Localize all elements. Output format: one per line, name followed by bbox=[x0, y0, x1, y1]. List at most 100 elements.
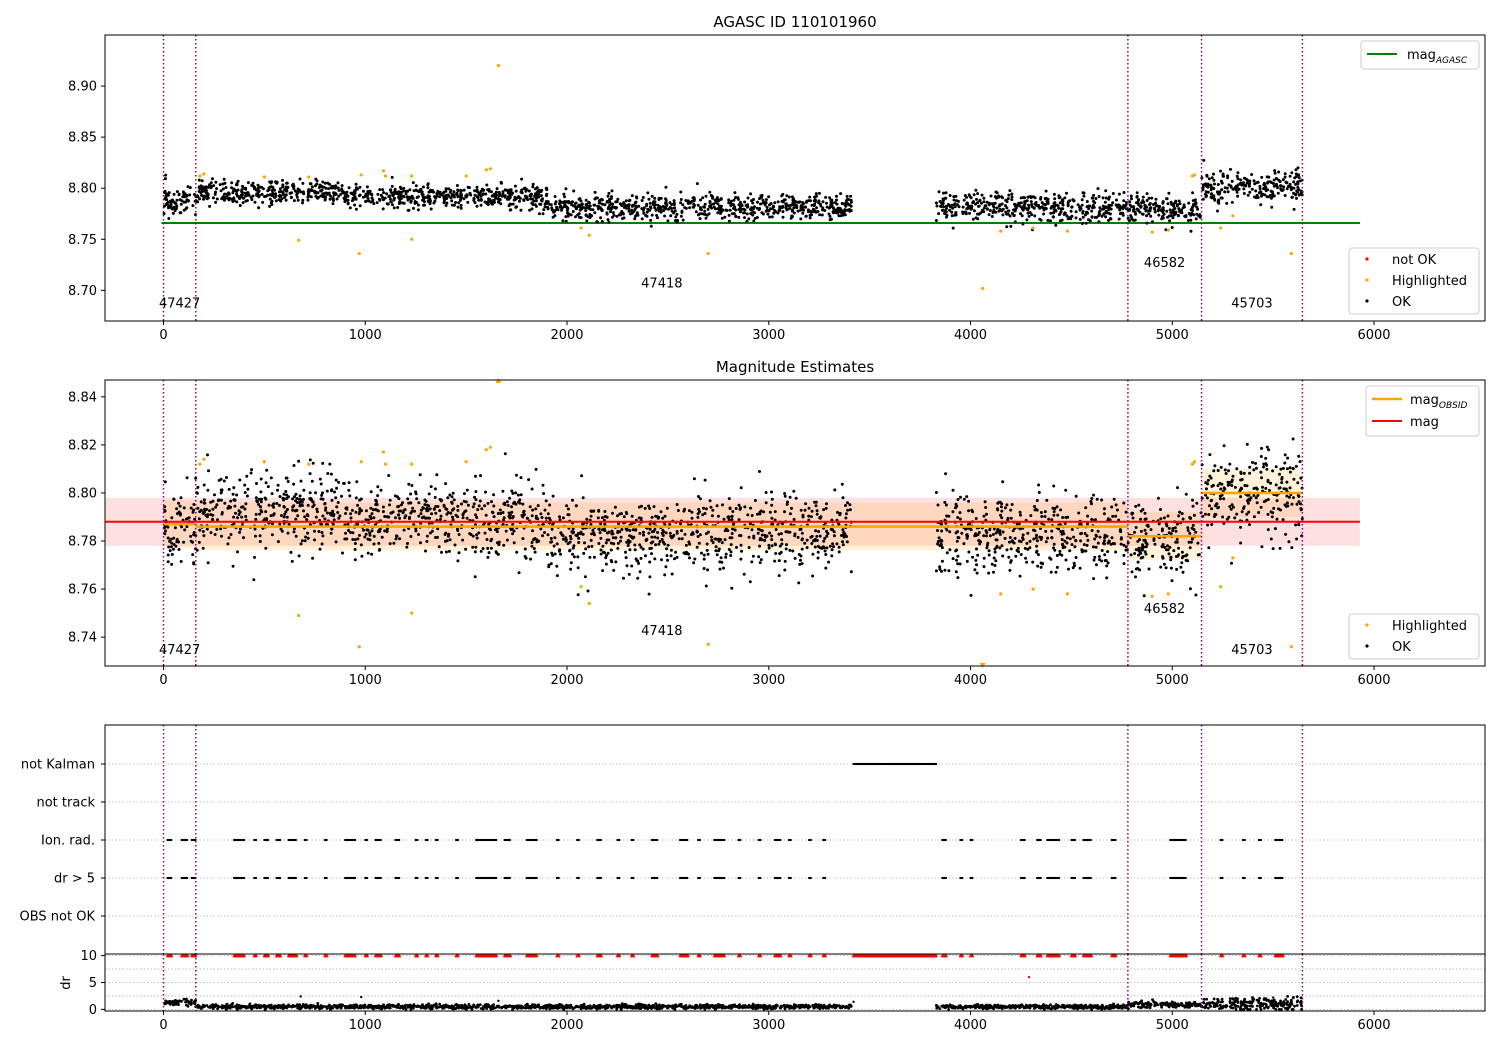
panel2-ok-point bbox=[1222, 497, 1226, 501]
panel1-ok-point bbox=[561, 219, 565, 223]
panel1-ok-point bbox=[328, 197, 332, 201]
panel2-ok-point bbox=[585, 517, 589, 521]
panel1-ok-point bbox=[669, 206, 673, 210]
panel2-ok-point bbox=[1047, 517, 1051, 521]
panel1-ok-point bbox=[611, 211, 615, 215]
panel2-ok-point bbox=[1032, 528, 1035, 532]
panel2-ok-point bbox=[1094, 545, 1098, 549]
panel2-ok-point bbox=[589, 514, 593, 518]
panel1-ok-point bbox=[556, 208, 560, 212]
panel2-ok-point bbox=[1210, 507, 1214, 511]
panel1-ok-point bbox=[532, 199, 536, 203]
panel2-ok-point bbox=[810, 542, 814, 545]
panel1-ok-point bbox=[844, 204, 848, 208]
panel1-legend-lower: not OK Highlighted OK bbox=[1348, 247, 1480, 315]
panel2-ok-point bbox=[508, 496, 512, 500]
panel1-ok-point bbox=[1176, 213, 1180, 217]
panel2-ok-point bbox=[334, 540, 338, 544]
panel1-ok-point bbox=[1040, 201, 1044, 205]
panel2-ok-point bbox=[1065, 541, 1069, 545]
panel2-ok-point bbox=[602, 550, 605, 554]
panel1-ok-point bbox=[452, 190, 456, 194]
panel2-highlighted-point bbox=[484, 448, 488, 452]
panel1-ok-point bbox=[642, 206, 646, 210]
panel1-ok-point bbox=[422, 200, 426, 204]
panel2-ok-point bbox=[318, 477, 322, 481]
panel1-ytick-label-8.7: 8.70 bbox=[68, 284, 97, 299]
panel1-ok-point bbox=[433, 195, 437, 199]
panel2-ok-point bbox=[731, 527, 735, 531]
panel1-ok-point bbox=[1028, 211, 1032, 215]
panel1-ok-point bbox=[444, 187, 448, 191]
panel2-ok-point bbox=[1231, 474, 1235, 478]
panel2-ok-point bbox=[1187, 540, 1191, 544]
panel2-ok-point bbox=[1254, 461, 1257, 465]
panel1-ok-point bbox=[1010, 195, 1014, 199]
panel1-ok-point bbox=[749, 212, 753, 216]
panel1-highlighted-point bbox=[307, 175, 311, 179]
panel2-ok-point bbox=[777, 574, 781, 578]
panel1-ok-point bbox=[214, 190, 217, 194]
panel2-ok-point bbox=[1278, 472, 1281, 476]
panel1-highlighted-point bbox=[579, 226, 583, 230]
panel1-ok-point bbox=[1179, 210, 1183, 214]
panel2-ok-point bbox=[479, 549, 483, 553]
panel1-ok-point bbox=[285, 181, 289, 185]
panel2-ok-point bbox=[254, 534, 257, 538]
panel1-ok-point bbox=[976, 201, 980, 205]
panel1-ok-point bbox=[1104, 211, 1108, 215]
panel1-ok-point bbox=[948, 194, 952, 197]
panel1-ok-point bbox=[388, 188, 392, 192]
panel1-ok-point bbox=[214, 180, 218, 184]
panel2-ok-point bbox=[293, 495, 296, 499]
panel2-ok-point bbox=[692, 561, 696, 565]
panel2-ok-point bbox=[1102, 512, 1106, 516]
panel2-ok-point bbox=[436, 527, 440, 531]
panel2-ok-point bbox=[945, 551, 949, 555]
panel1-x-ticks: 0 1000 2000 3000 4000 5000 6000 bbox=[159, 321, 1391, 343]
panel2-ok-point bbox=[424, 499, 428, 503]
panel2-ok-point bbox=[1107, 539, 1111, 543]
panel2-ok-point bbox=[650, 530, 654, 534]
panel1-ok-point bbox=[506, 191, 510, 195]
panel1-ok-point bbox=[569, 213, 573, 217]
panel2-ok-point bbox=[1139, 529, 1143, 533]
panel2-ok-point bbox=[1051, 506, 1055, 510]
panel2-ok-point bbox=[510, 505, 513, 509]
panel1-ok-point bbox=[1240, 183, 1244, 187]
panel2-ok-point bbox=[328, 511, 332, 515]
panel2-ok-point bbox=[1208, 453, 1212, 457]
panel2-ok-point bbox=[987, 553, 991, 557]
panel2-ok-point bbox=[249, 471, 253, 475]
panel2-ok-point bbox=[1139, 517, 1143, 521]
panel2-ok-point bbox=[815, 512, 819, 516]
panel2-ok-point bbox=[571, 498, 574, 502]
legend2-label-ok: OK bbox=[1392, 640, 1411, 655]
panel1-ok-point bbox=[1015, 206, 1019, 210]
panel1-ok-point bbox=[465, 193, 469, 197]
panel2-ok-point bbox=[423, 503, 427, 507]
panel1-ok-point bbox=[622, 201, 626, 205]
panel1-highlighted-point bbox=[587, 233, 591, 237]
panel2-ok-point bbox=[975, 571, 979, 575]
panel1-ok-point bbox=[1147, 212, 1151, 216]
panel2-ok-point bbox=[634, 557, 638, 561]
panel1-ok-point bbox=[450, 199, 454, 203]
panel2-highlighted-point bbox=[1166, 592, 1170, 596]
panel2-ok-point bbox=[579, 532, 583, 536]
panel2-ok-point bbox=[955, 539, 959, 543]
panel2-ok-point bbox=[1277, 486, 1281, 490]
panel1-ok-point bbox=[459, 206, 463, 210]
panel1-ok-point bbox=[485, 183, 489, 187]
panel2-ok-point bbox=[944, 503, 948, 507]
panel2-ok-point bbox=[1144, 545, 1148, 549]
panel2-highlighted-point bbox=[464, 460, 468, 464]
panel2-ok-point bbox=[645, 537, 649, 541]
panel1-highlighted-point bbox=[999, 229, 1003, 233]
panel2-ok-point bbox=[1188, 531, 1192, 535]
panel1-ok-point bbox=[1009, 224, 1013, 228]
panel1-ok-point bbox=[1005, 206, 1009, 210]
panel2-ok-point bbox=[811, 552, 815, 556]
panel2-ok-point bbox=[1035, 544, 1039, 548]
panel2-ok-point bbox=[660, 538, 664, 541]
